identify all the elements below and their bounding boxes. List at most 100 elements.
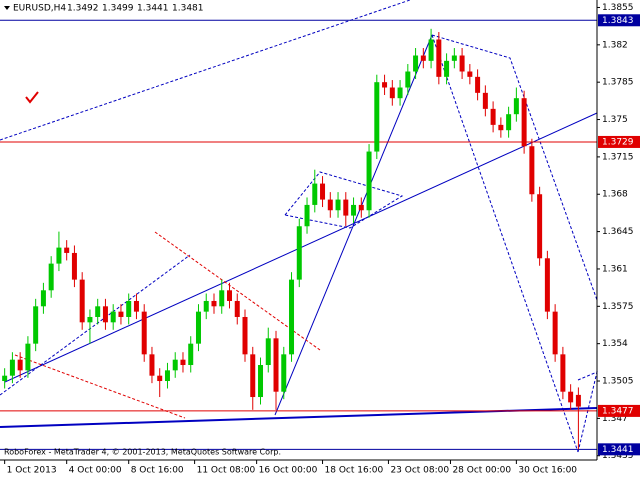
- x-tick-label: 18 Oct 16:00: [325, 466, 384, 476]
- y-tick-label: 1.3715: [602, 152, 634, 162]
- candle-body: [258, 365, 264, 398]
- candle-body: [529, 146, 535, 195]
- axes: 1.3855 1.382 1.3785 1.375 1.3715 1.368 1.3645 1…: [4, 3, 640, 476]
- x-tick-label: 1 Oct 2013: [7, 466, 57, 476]
- candle-body: [312, 183, 318, 205]
- candle-body: [506, 114, 512, 131]
- candle-body: [428, 39, 434, 61]
- candle-body: [389, 87, 395, 99]
- candle-body: [2, 375, 8, 382]
- levels: [0, 19, 597, 450]
- candle-body: [265, 338, 271, 366]
- candle-body: [118, 311, 124, 317]
- candle-body: [195, 311, 201, 344]
- candle-body: [304, 204, 310, 227]
- candle-body: [79, 279, 85, 323]
- level-label-bg: [598, 14, 640, 27]
- candle-body: [451, 55, 457, 61]
- candle-body: [226, 290, 232, 301]
- channel-line: [0, 0, 411, 141]
- candle-body: [234, 300, 240, 317]
- candle-body: [110, 311, 116, 323]
- candle-body: [366, 151, 372, 211]
- last-close: 1.3481: [172, 4, 204, 14]
- candle-body: [211, 300, 217, 307]
- candle-body: [537, 194, 543, 259]
- candle-body: [405, 71, 411, 88]
- x-tick-label: 8 Oct 16:00: [131, 466, 184, 476]
- candle-body: [133, 300, 139, 312]
- candle-body: [281, 354, 287, 392]
- y-tick-label: 1.3645: [602, 227, 634, 237]
- candle-body: [203, 300, 209, 312]
- candle-body: [513, 98, 519, 115]
- candle-body: [374, 82, 380, 152]
- last-high: 1.3499: [102, 4, 134, 14]
- candle-body: [575, 394, 581, 407]
- candle-body: [180, 359, 186, 366]
- candle-body: [64, 247, 70, 253]
- candle-body: [343, 199, 349, 216]
- candle-body: [141, 311, 147, 355]
- candle-body: [219, 290, 225, 307]
- candle-body: [351, 204, 357, 216]
- candle-body: [87, 316, 93, 323]
- footer: RoboForex - MetaTrader 4, © 2001-2013, M…: [4, 448, 281, 457]
- x-tick-label: 4 Oct 00:00: [69, 466, 122, 476]
- red-channel-line: [154, 231, 321, 351]
- candle-body: [102, 306, 108, 323]
- candle-body: [467, 71, 473, 77]
- analysis-lines: [0, 0, 598, 453]
- candle-body: [560, 354, 566, 392]
- y-tick-label: 1.3505: [602, 377, 634, 387]
- candle-body: [475, 76, 481, 93]
- candle-body: [56, 247, 62, 264]
- candles: [2, 28, 581, 450]
- channel-line: [0, 254, 191, 396]
- x-tick-label: 16 Oct 00:00: [259, 466, 318, 476]
- candle-body: [33, 306, 39, 344]
- y-tick-label: 1.3575: [602, 302, 634, 312]
- candle-body: [17, 359, 23, 371]
- y-tick-label: 1.347: [602, 414, 628, 424]
- candle-body: [335, 199, 341, 211]
- level-label: 1.3441: [602, 445, 634, 455]
- candle-body: [568, 391, 574, 403]
- last-low: 1.3441: [137, 4, 169, 14]
- y-tick-label: 1.354: [602, 339, 628, 349]
- candle-body: [413, 55, 419, 72]
- candle-body: [40, 290, 46, 307]
- candle-body: [521, 98, 527, 147]
- x-tick-label: 28 Oct 00:00: [452, 466, 511, 476]
- candle-body: [320, 183, 326, 200]
- red-channel-line: [14, 354, 186, 419]
- x-tick-label: 30 Oct 16:00: [518, 466, 577, 476]
- candle-body: [459, 55, 465, 72]
- channel-line: [431, 34, 579, 453]
- level-label-bg: [598, 404, 640, 417]
- candle-body: [95, 306, 101, 317]
- candle-body: [9, 359, 15, 376]
- y-tick-label: 1.382: [602, 40, 628, 50]
- menu-arrow[interactable]: [4, 6, 10, 10]
- candle-body: [273, 338, 279, 392]
- candle-body: [490, 108, 496, 125]
- candle-body: [157, 375, 163, 382]
- candle-body: [397, 87, 403, 99]
- level-label-bg: [598, 443, 640, 456]
- candle-body: [126, 300, 132, 317]
- y-tick-label: 1.368: [602, 190, 628, 200]
- candle-body: [250, 354, 256, 398]
- candle-body: [149, 354, 155, 376]
- x-tick-label: 23 Oct 08:00: [390, 466, 449, 476]
- candle-body: [358, 204, 364, 211]
- y-tick-label: 1.3435: [602, 451, 634, 461]
- candle-body: [48, 263, 54, 291]
- candle-body: [482, 92, 488, 109]
- y-tick-label: 1.3855: [602, 3, 634, 13]
- y-tick-label: 1.3785: [602, 78, 634, 88]
- candle-body: [164, 370, 170, 382]
- y-tick-label: 1.361: [602, 264, 628, 274]
